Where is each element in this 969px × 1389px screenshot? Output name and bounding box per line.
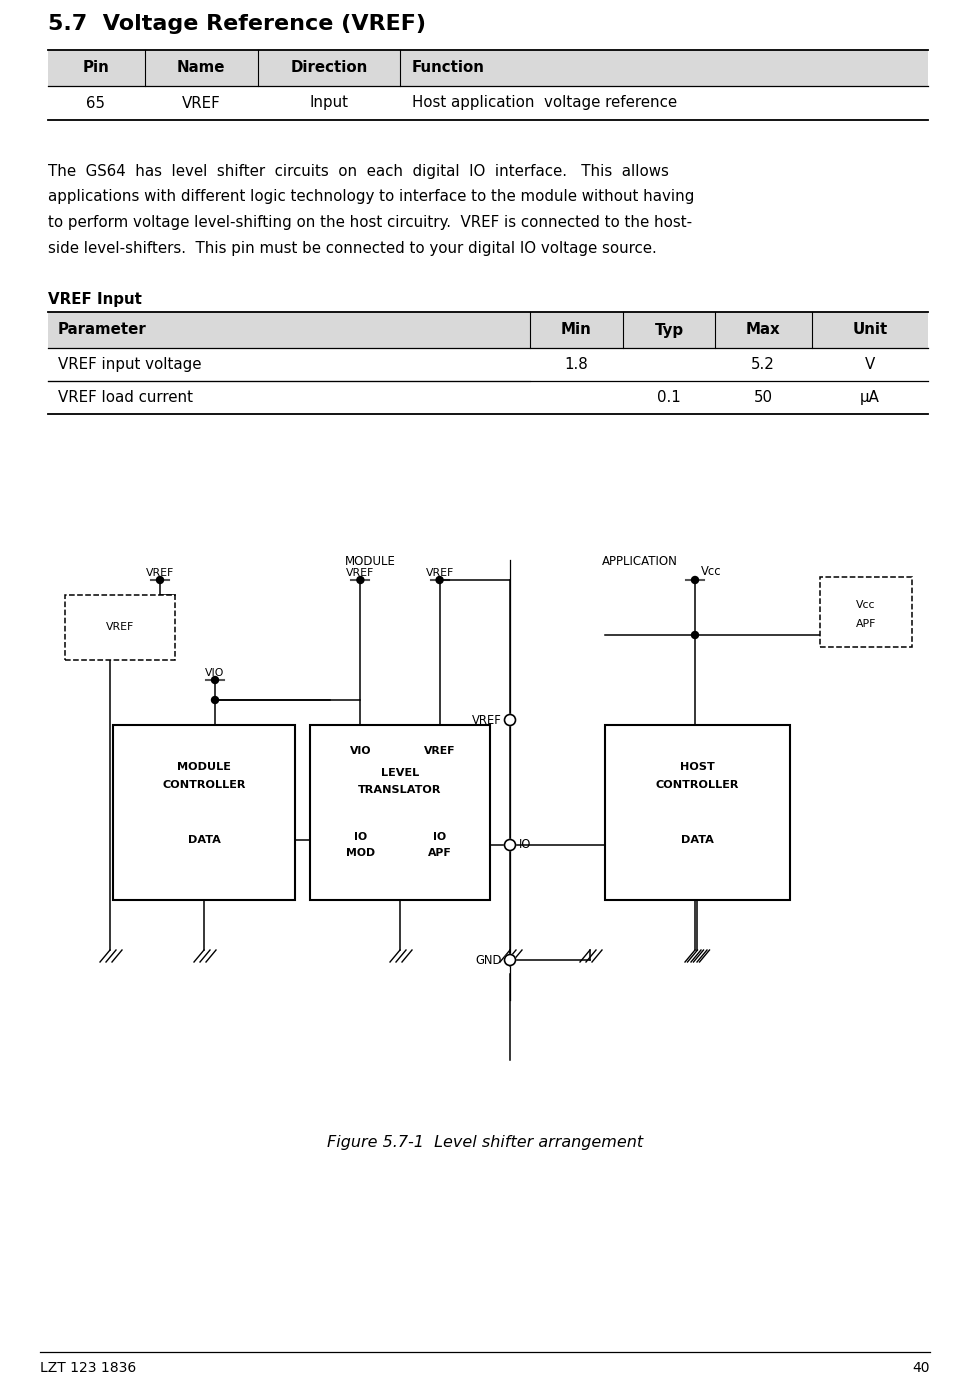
Text: APF: APF	[427, 849, 451, 858]
Text: VIO: VIO	[349, 746, 371, 756]
Circle shape	[357, 576, 363, 583]
Circle shape	[211, 696, 218, 703]
Circle shape	[436, 576, 443, 583]
Text: DATA: DATA	[187, 835, 220, 845]
Text: LEVEL: LEVEL	[381, 768, 419, 778]
Text: VREF: VREF	[106, 622, 134, 632]
Text: 5.2: 5.2	[750, 357, 774, 372]
Bar	[47, 313, 927, 349]
Text: Min: Min	[560, 322, 591, 338]
Circle shape	[691, 576, 698, 583]
Text: 50: 50	[753, 390, 771, 406]
Text: VREF: VREF	[346, 568, 374, 578]
Text: DATA: DATA	[680, 835, 713, 845]
Text: Function: Function	[412, 61, 484, 75]
Text: side level-shifters.  This pin must be connected to your digital IO voltage sour: side level-shifters. This pin must be co…	[47, 240, 656, 256]
Text: VREF Input: VREF Input	[47, 292, 141, 307]
Text: V: V	[864, 357, 874, 372]
Circle shape	[691, 632, 698, 639]
Text: VIO: VIO	[205, 668, 225, 678]
Text: MODULE: MODULE	[344, 556, 395, 568]
Text: Name: Name	[176, 61, 225, 75]
Text: VREF: VREF	[472, 714, 502, 726]
Text: Vcc: Vcc	[856, 600, 875, 610]
Text: to perform voltage level-shifting on the host circuitry.  VREF is connected to t: to perform voltage level-shifting on the…	[47, 215, 692, 231]
Text: applications with different logic technology to interface to the module without : applications with different logic techno…	[47, 189, 694, 204]
Text: VREF: VREF	[423, 746, 454, 756]
Text: Figure 5.7-1  Level shifter arrangement: Figure 5.7-1 Level shifter arrangement	[327, 1135, 642, 1150]
Text: CONTROLLER: CONTROLLER	[162, 781, 245, 790]
Text: VREF load current: VREF load current	[58, 390, 193, 406]
Text: IO: IO	[518, 839, 531, 851]
Circle shape	[504, 839, 515, 850]
Text: TRANSLATOR: TRANSLATOR	[358, 785, 441, 795]
Text: GND: GND	[475, 953, 502, 967]
Bar	[605, 725, 789, 900]
Text: Unit: Unit	[852, 322, 887, 338]
Text: LZT 123 1836: LZT 123 1836	[40, 1361, 136, 1375]
Circle shape	[156, 576, 164, 583]
Text: IO: IO	[432, 832, 446, 842]
Text: μA: μA	[860, 390, 879, 406]
Text: CONTROLLER: CONTROLLER	[655, 781, 738, 790]
Text: Typ: Typ	[654, 322, 683, 338]
Text: VREF input voltage: VREF input voltage	[58, 357, 202, 372]
Text: 0.1: 0.1	[656, 390, 680, 406]
Text: Parameter: Parameter	[58, 322, 146, 338]
Text: The  GS64  has  level  shifter  circuits  on  each  digital  IO  interface.   Th: The GS64 has level shifter circuits on e…	[47, 164, 669, 179]
Text: MOD: MOD	[346, 849, 375, 858]
Circle shape	[504, 714, 515, 725]
Bar	[819, 576, 911, 647]
Text: 5.7  Voltage Reference (VREF): 5.7 Voltage Reference (VREF)	[47, 14, 425, 33]
Text: MODULE: MODULE	[177, 763, 231, 772]
Text: Input: Input	[309, 96, 348, 111]
Bar	[310, 725, 489, 900]
Text: VREF: VREF	[181, 96, 220, 111]
Text: Vcc: Vcc	[701, 565, 721, 578]
Text: Host application  voltage reference: Host application voltage reference	[412, 96, 676, 111]
Bar	[47, 50, 927, 86]
Text: 1.8: 1.8	[564, 357, 587, 372]
Text: HOST: HOST	[679, 763, 714, 772]
Text: Direction: Direction	[290, 61, 367, 75]
Bar	[112, 725, 295, 900]
Circle shape	[211, 676, 218, 683]
Bar	[65, 594, 174, 660]
Text: APF: APF	[855, 619, 875, 629]
Text: IO: IO	[354, 832, 366, 842]
Text: Pin: Pin	[82, 61, 109, 75]
Text: APPLICATION: APPLICATION	[602, 556, 677, 568]
Text: 40: 40	[912, 1361, 929, 1375]
Text: VREF: VREF	[145, 568, 174, 578]
Text: VREF: VREF	[425, 568, 453, 578]
Circle shape	[504, 954, 515, 965]
Text: Max: Max	[745, 322, 779, 338]
Text: 65: 65	[86, 96, 106, 111]
